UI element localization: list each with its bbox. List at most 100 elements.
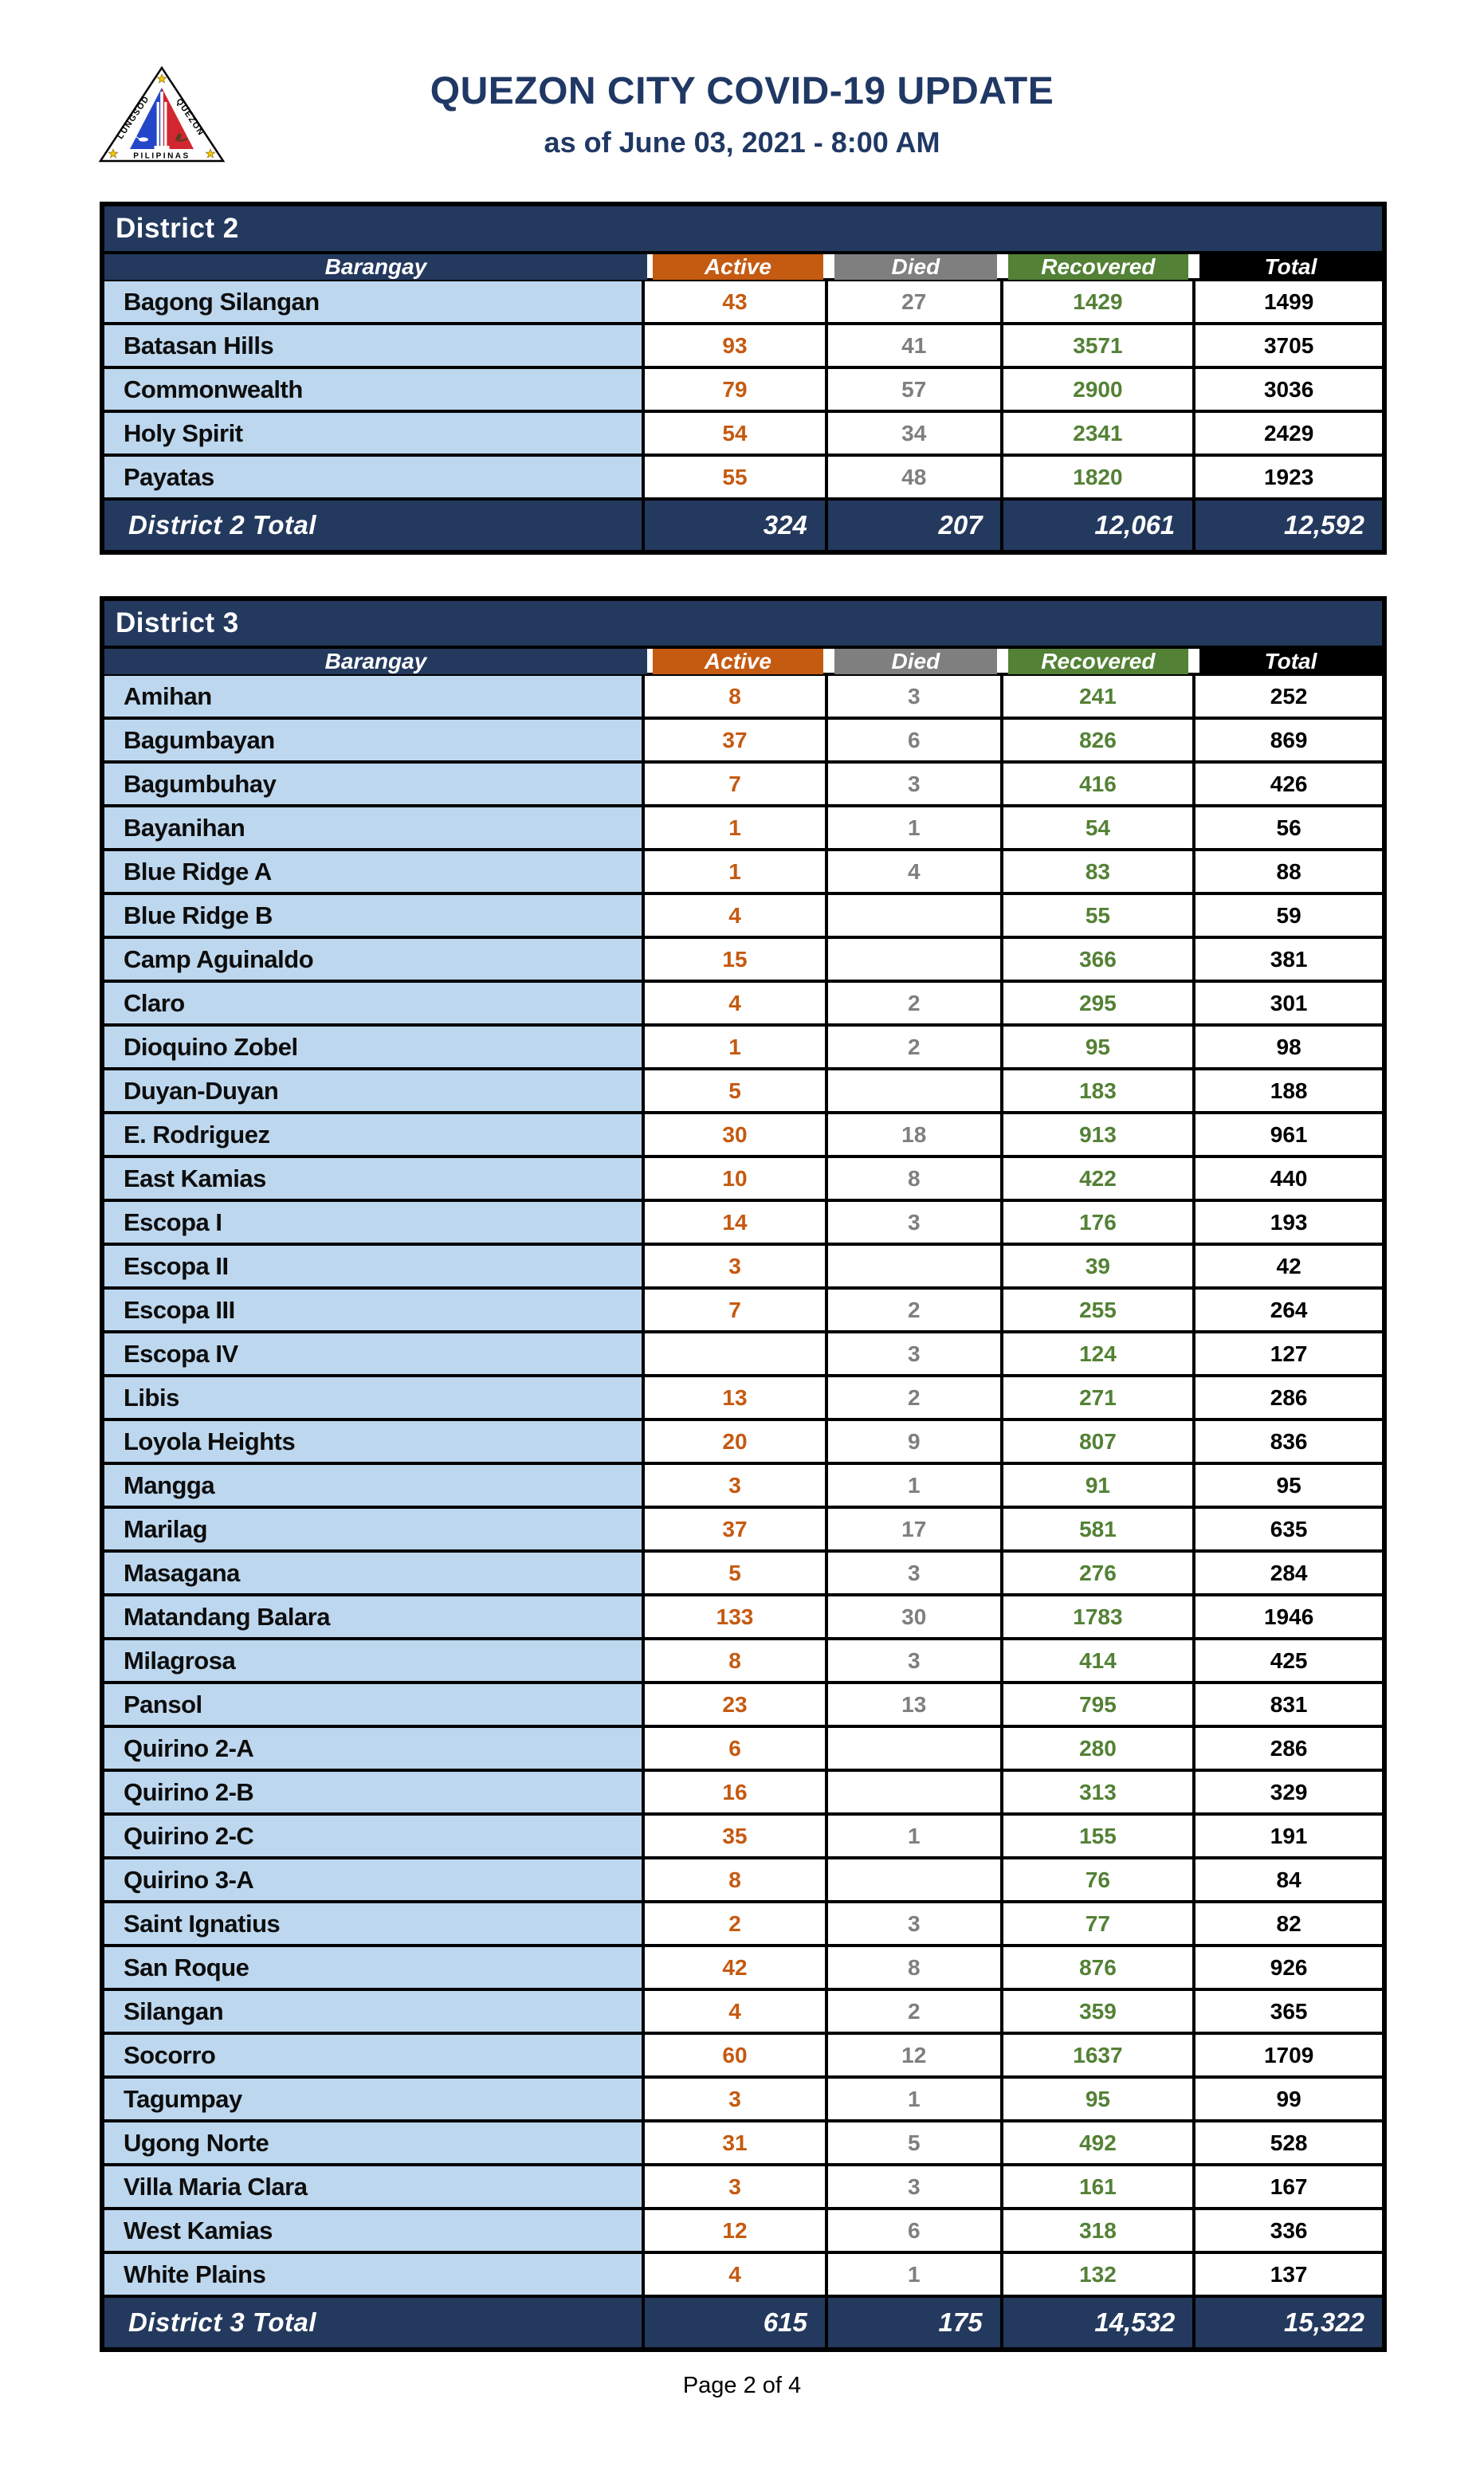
barangay-name-cell: Bagong Silangan — [104, 281, 642, 322]
column-header-recovered: Recovered — [1007, 254, 1188, 280]
barangay-name-cell: Holy Spirit — [104, 413, 642, 454]
total-count-cell: 167 — [1195, 2166, 1382, 2207]
total-count-cell: 2429 — [1195, 413, 1382, 454]
active-count-cell: 20 — [645, 1421, 825, 1462]
total-count-cell: 381 — [1195, 939, 1382, 980]
recovered-count-cell: 155 — [1003, 1816, 1193, 1856]
total-count-cell: 426 — [1195, 764, 1382, 804]
died-count-cell: 17 — [827, 1509, 1000, 1549]
barangay-name-cell: Milagrosa — [104, 1640, 642, 1681]
column-header-barangay: Barangay — [104, 254, 647, 280]
recovered-count-cell: 422 — [1003, 1158, 1193, 1199]
barangay-name-cell: Bagumbayan — [104, 720, 642, 760]
total-count-cell: 137 — [1195, 2254, 1382, 2295]
recovered-count-cell: 2341 — [1003, 413, 1193, 454]
died-count-cell: 3 — [827, 1553, 1000, 1593]
barangay-name-cell: East Kamias — [104, 1158, 642, 1199]
died-count-cell: 1 — [827, 2079, 1000, 2119]
total-count-cell: 193 — [1195, 1202, 1382, 1243]
barangay-name-cell: Matandang Balara — [104, 1596, 642, 1637]
barangay-name-cell: Dioquino Zobel — [104, 1027, 642, 1067]
recovered-count-cell: 807 — [1003, 1421, 1193, 1462]
total-count-cell: 42 — [1195, 1246, 1382, 1286]
total-count-cell: 3705 — [1195, 325, 1382, 366]
district-title: District 3 — [104, 601, 1382, 646]
died-count-cell: 3 — [827, 764, 1000, 804]
total-count-cell: 836 — [1195, 1421, 1382, 1462]
active-count-cell: 7 — [645, 1290, 825, 1330]
district-total-row: District 2 Total 324 207 12,061 12,592 — [104, 497, 1382, 550]
active-count-cell: 16 — [645, 1772, 825, 1812]
died-count-cell: 1 — [827, 1465, 1000, 1506]
active-count-cell: 5 — [645, 1070, 825, 1111]
column-header-active: Active — [652, 254, 823, 280]
recovered-count-cell: 318 — [1003, 2210, 1193, 2251]
active-count-cell: 5 — [645, 1553, 825, 1593]
recovered-count-cell: 183 — [1003, 1070, 1193, 1111]
active-count-cell: 93 — [645, 325, 825, 366]
recovered-count-cell: 3571 — [1003, 325, 1193, 366]
barangay-name-cell: Quirino 2-B — [104, 1772, 642, 1812]
died-count-cell — [827, 939, 1000, 980]
column-header-active: Active — [652, 649, 823, 674]
recovered-count-cell: 313 — [1003, 1772, 1193, 1812]
recovered-count-cell: 366 — [1003, 939, 1193, 980]
recovered-count-cell: 161 — [1003, 2166, 1193, 2207]
active-count-cell: 133 — [645, 1596, 825, 1637]
page-header: LUNGSOD QUEZON PILIPINAS QUEZON CITY COV… — [0, 0, 1484, 202]
active-count-cell: 79 — [645, 369, 825, 410]
column-header-barangay: Barangay — [104, 649, 647, 674]
total-count-cell: 831 — [1195, 1684, 1382, 1725]
total-count-cell: 635 — [1195, 1509, 1382, 1549]
recovered-count-cell: 241 — [1003, 676, 1193, 717]
barangay-name-cell: White Plains — [104, 2254, 642, 2295]
active-count-cell: 1 — [645, 807, 825, 848]
active-count-cell: 8 — [645, 1859, 825, 1900]
barangay-name-cell: Claro — [104, 983, 642, 1023]
recovered-count-cell: 83 — [1003, 851, 1193, 892]
active-count-cell: 30 — [645, 1114, 825, 1155]
total-count-cell: 425 — [1195, 1640, 1382, 1681]
total-count-cell: 82 — [1195, 1903, 1382, 1944]
active-count-cell: 6 — [645, 1728, 825, 1769]
barangay-name-cell: Mangga — [104, 1465, 642, 1506]
recovered-count-cell: 492 — [1003, 2122, 1193, 2163]
recovered-count-cell: 255 — [1003, 1290, 1193, 1330]
died-count-cell: 6 — [827, 720, 1000, 760]
barangay-name-cell: Quirino 2-A — [104, 1728, 642, 1769]
recovered-count-cell: 1429 — [1003, 281, 1193, 322]
recovered-count-cell: 876 — [1003, 1947, 1193, 1988]
died-count-cell — [827, 1772, 1000, 1812]
died-count-cell: 1 — [827, 2254, 1000, 2295]
total-count-cell: 329 — [1195, 1772, 1382, 1812]
active-count-cell: 13 — [645, 1377, 825, 1418]
total-count-cell: 286 — [1195, 1728, 1382, 1769]
barangay-name-cell: West Kamias — [104, 2210, 642, 2251]
barangay-name-cell: Bagumbuhay — [104, 764, 642, 804]
died-count-cell: 57 — [827, 369, 1000, 410]
recovered-count-cell: 276 — [1003, 1553, 1193, 1593]
barangay-name-cell: Escopa II — [104, 1246, 642, 1286]
seal-text-pilipinas: PILIPINAS — [133, 152, 190, 161]
barangay-name-cell: Batasan Hills — [104, 325, 642, 366]
active-count-cell: 43 — [645, 281, 825, 322]
active-count-cell: 37 — [645, 720, 825, 760]
recovered-count-cell: 76 — [1003, 1859, 1193, 1900]
table-body: Amihan 8 3 241 252 Bagumbayan 37 6 826 869 Bagumbu… — [104, 676, 1382, 2295]
barangay-name-cell: Villa Maria Clara — [104, 2166, 642, 2207]
recovered-count-cell: 795 — [1003, 1684, 1193, 1725]
district-title: District 2 — [104, 206, 1382, 251]
total-count-cell: 440 — [1195, 1158, 1382, 1199]
active-count-cell: 4 — [645, 983, 825, 1023]
recovered-count-cell: 95 — [1003, 1027, 1193, 1067]
active-count-cell: 14 — [645, 1202, 825, 1243]
district-total-label: District 2 Total — [104, 501, 642, 550]
active-count-cell: 4 — [645, 2254, 825, 2295]
column-header-row: Barangay Active Died Recovered Total — [104, 646, 1382, 676]
barangay-name-cell: San Roque — [104, 1947, 642, 1988]
recovered-count-cell: 1783 — [1003, 1596, 1193, 1637]
barangay-name-cell: Escopa I — [104, 1202, 642, 1243]
died-count-cell: 30 — [827, 1596, 1000, 1637]
recovered-count-cell: 77 — [1003, 1903, 1193, 1944]
